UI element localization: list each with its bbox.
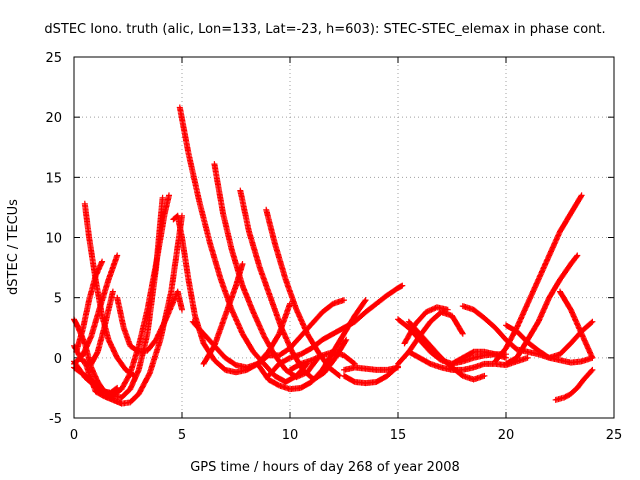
- series-23: [395, 309, 466, 367]
- series-10-markers: [176, 104, 311, 385]
- series-30-markers: [503, 318, 596, 361]
- y-axis-label: dSTEC / TECUs: [6, 199, 21, 295]
- series-18: [287, 348, 358, 373]
- y-tick-label: 25: [45, 51, 62, 66]
- y-tick-label: -5: [49, 412, 62, 427]
- series-32-markers: [552, 366, 596, 403]
- series-30: [503, 318, 596, 361]
- series-8: [114, 288, 185, 355]
- series-25-markers: [405, 348, 531, 373]
- series-32: [552, 366, 596, 403]
- series-31-markers: [557, 288, 596, 361]
- series-10: [176, 104, 311, 385]
- series-24: [401, 304, 451, 347]
- series-15: [189, 297, 347, 371]
- x-tick-label: 20: [498, 428, 515, 443]
- series-24-markers: [401, 304, 451, 347]
- series-17-markers: [265, 282, 406, 379]
- series-25: [405, 348, 531, 373]
- series-20: [341, 364, 401, 373]
- series-15-markers: [189, 297, 347, 371]
- series-16: [254, 297, 369, 393]
- x-tick-label: 5: [178, 428, 186, 443]
- series-11-markers: [211, 161, 322, 381]
- series-11: [211, 161, 322, 381]
- chart-title: dSTEC Iono. truth (alic, Lon=133, Lat=-2…: [44, 22, 605, 37]
- plot-frame: [73, 56, 615, 419]
- series-23-markers: [395, 309, 466, 367]
- series-31: [557, 288, 596, 361]
- axis-ticks: 0 5 10 15 20 25 -5 0 5 10 15 20 25: [45, 51, 622, 443]
- y-tick-label: 20: [45, 111, 62, 126]
- series-17: [265, 282, 406, 379]
- y-tick-label: 5: [54, 292, 62, 307]
- x-tick-label: 10: [282, 428, 299, 443]
- x-tick-label: 25: [606, 428, 623, 443]
- series-8-markers: [114, 288, 185, 355]
- series-29-markers: [503, 252, 581, 367]
- data-marks: [71, 104, 596, 407]
- x-axis-label: GPS time / hours of day 268 of year 2008: [190, 460, 460, 475]
- y-tick-label: 0: [54, 352, 62, 367]
- x-tick-label: 15: [390, 428, 407, 443]
- y-tick-label: 15: [45, 171, 62, 186]
- series-29: [503, 252, 581, 367]
- series-16-markers: [254, 297, 369, 393]
- y-tick-label: 10: [45, 232, 62, 247]
- series-28: [492, 192, 585, 365]
- x-tick-label: 0: [70, 428, 78, 443]
- series-20-markers: [341, 364, 401, 373]
- series-18-markers: [287, 348, 358, 373]
- series-28-markers: [492, 192, 585, 365]
